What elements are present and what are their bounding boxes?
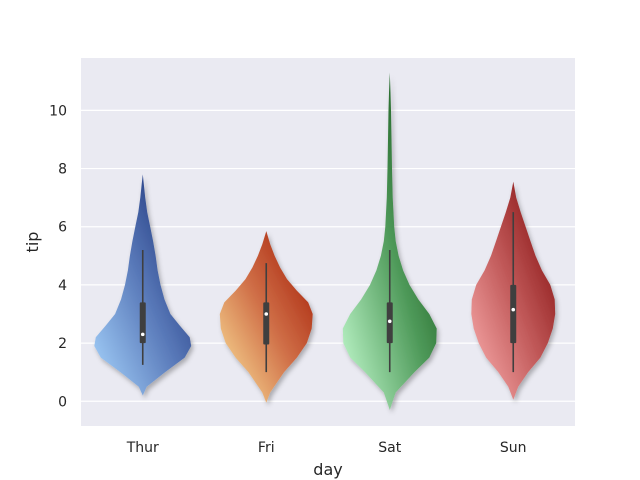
violin-median-dot xyxy=(264,312,269,316)
violin-fri xyxy=(219,231,313,403)
violin-median-dot xyxy=(511,307,516,312)
violin-median-dot xyxy=(387,319,392,324)
x-tick-label: Sat xyxy=(378,440,401,456)
violin-thur xyxy=(94,174,192,396)
y-tick-label: 2 xyxy=(58,336,67,352)
violin-iqr-box xyxy=(139,302,146,344)
y-tick-labels: 0 2 4 6 8 10 xyxy=(49,103,67,410)
x-tick-labels: Thur Fri Sat Sun xyxy=(126,440,527,456)
violin-sun xyxy=(471,181,556,400)
y-tick-label: 10 xyxy=(49,103,67,119)
y-tick-label: 8 xyxy=(58,162,67,178)
y-tick-label: 0 xyxy=(58,394,67,410)
x-axis-label: day xyxy=(313,460,342,479)
violins xyxy=(94,72,556,410)
y-tick-label: 6 xyxy=(58,220,67,236)
y-axis-label: tip xyxy=(23,232,42,253)
violin-body xyxy=(342,72,437,410)
violin-iqr-box xyxy=(263,302,270,345)
x-tick-label: Thur xyxy=(126,440,159,456)
violin-sat xyxy=(342,72,437,410)
violin-median-dot xyxy=(140,332,145,337)
y-tick-label: 4 xyxy=(58,278,67,294)
violin-iqr-box xyxy=(510,284,517,344)
x-tick-label: Sun xyxy=(500,440,527,456)
x-tick-label: Fri xyxy=(258,440,275,456)
